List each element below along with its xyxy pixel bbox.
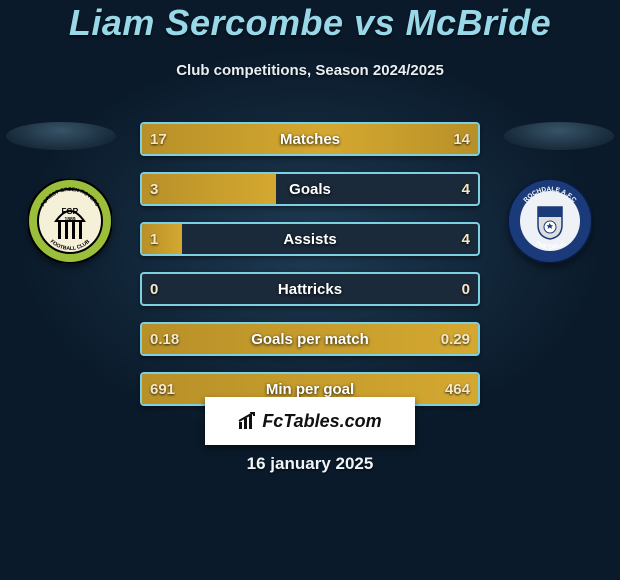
- stat-row: 0.180.29Goals per match: [140, 322, 480, 356]
- bars-icon: [238, 412, 258, 430]
- subtitle: Club competitions, Season 2024/2025: [0, 62, 620, 79]
- club-crest-left: FGR 1889 FOREST GREEN ROVERS FOOTBALL CL…: [28, 179, 112, 263]
- stat-row: 1714Matches: [140, 122, 480, 156]
- infographic-date: 16 january 2025: [0, 454, 620, 474]
- stat-row: 00Hattricks: [140, 272, 480, 306]
- footer-branding: FcTables.com: [205, 397, 415, 445]
- stat-label: Matches: [142, 124, 478, 154]
- comparison-rows: 1714Matches 34Goals 14Assists 00Hattricks 0.…: [140, 122, 480, 422]
- stat-row: 34Goals: [140, 172, 480, 206]
- svg-text:1889: 1889: [64, 217, 75, 223]
- shadow-oval-left: [6, 122, 116, 150]
- rochdale-crest-icon: ROCHDALE A.F.C THE DALE: [508, 179, 592, 263]
- svg-text:FGR: FGR: [62, 207, 79, 216]
- footer-brand-text: FcTables.com: [262, 411, 381, 431]
- stat-label: Goals per match: [142, 324, 478, 354]
- shadow-oval-right: [504, 122, 614, 150]
- stat-label: Assists: [142, 224, 478, 254]
- stat-row: 14Assists: [140, 222, 480, 256]
- stat-label: Hattricks: [142, 274, 478, 304]
- stat-label: Goals: [142, 174, 478, 204]
- forest-green-crest-icon: FGR 1889 FOREST GREEN ROVERS FOOTBALL CL…: [28, 179, 112, 263]
- fctables-logo: FcTables.com: [238, 411, 381, 432]
- page-title: Liam Sercombe vs McBride: [0, 2, 620, 44]
- club-crest-right: ROCHDALE A.F.C THE DALE: [508, 179, 592, 263]
- comparison-infographic: Liam Sercombe vs McBride Club competitio…: [0, 0, 620, 580]
